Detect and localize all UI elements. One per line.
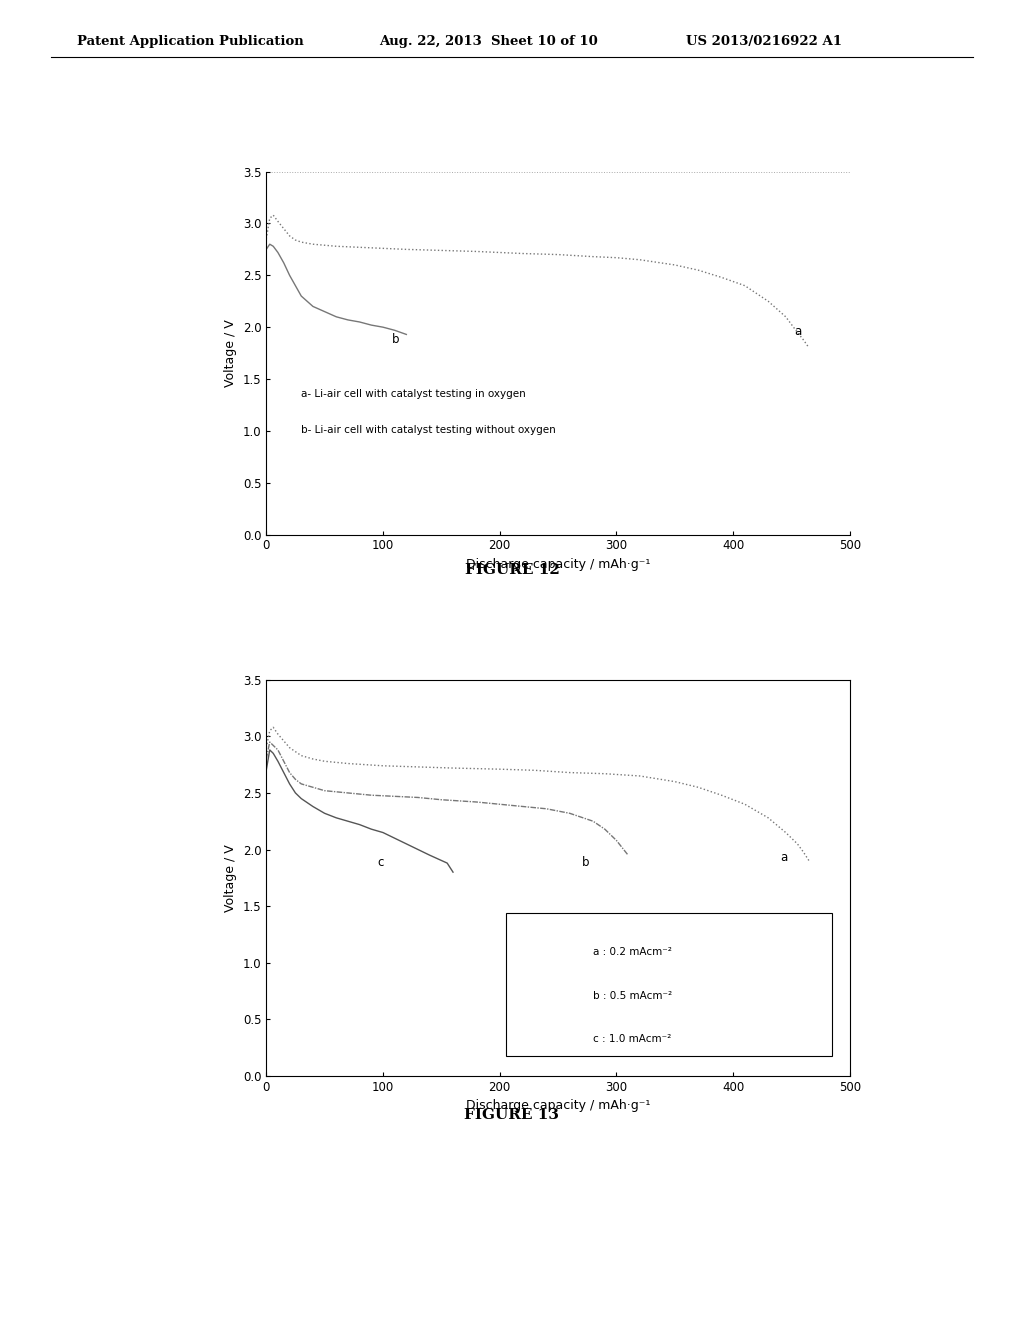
Text: a : 0.2 mAcm⁻²: a : 0.2 mAcm⁻² [593, 946, 672, 957]
X-axis label: Discharge capacity / mAh·g⁻¹: Discharge capacity / mAh·g⁻¹ [466, 558, 650, 572]
X-axis label: Discharge capacity / mAh·g⁻¹: Discharge capacity / mAh·g⁻¹ [466, 1100, 650, 1113]
Text: a: a [794, 326, 801, 338]
Text: a- Li-air cell with catalyst testing in oxygen: a- Li-air cell with catalyst testing in … [301, 388, 526, 399]
Text: Aug. 22, 2013  Sheet 10 of 10: Aug. 22, 2013 Sheet 10 of 10 [379, 34, 598, 48]
FancyBboxPatch shape [506, 913, 833, 1056]
Text: FIGURE 13: FIGURE 13 [465, 1109, 559, 1122]
Text: FIGURE 12: FIGURE 12 [465, 564, 559, 577]
Text: b: b [582, 857, 589, 870]
Text: Patent Application Publication: Patent Application Publication [77, 34, 303, 48]
Text: c : 1.0 mAcm⁻²: c : 1.0 mAcm⁻² [593, 1034, 672, 1044]
Text: a: a [780, 851, 787, 863]
Text: b: b [392, 333, 399, 346]
Text: b- Li-air cell with catalyst testing without oxygen: b- Li-air cell with catalyst testing wit… [301, 425, 556, 436]
Text: c: c [377, 857, 384, 870]
Text: b : 0.5 mAcm⁻²: b : 0.5 mAcm⁻² [593, 990, 672, 1001]
Y-axis label: Voltage / V: Voltage / V [224, 319, 238, 387]
Text: US 2013/0216922 A1: US 2013/0216922 A1 [686, 34, 842, 48]
Y-axis label: Voltage / V: Voltage / V [224, 843, 238, 912]
